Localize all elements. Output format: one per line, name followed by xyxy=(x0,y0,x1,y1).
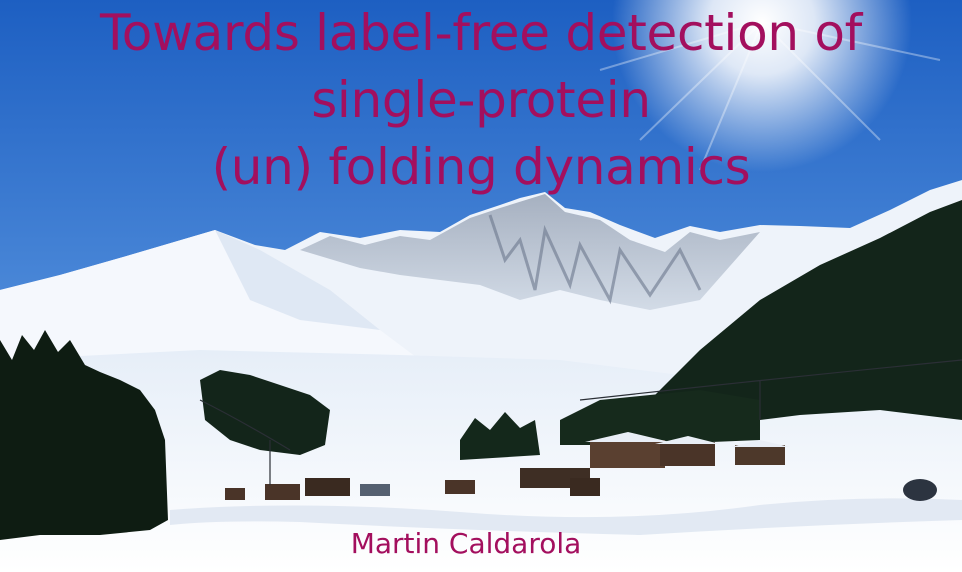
left-forest xyxy=(0,330,168,540)
right-forest xyxy=(650,200,962,430)
sun-glare xyxy=(612,0,912,172)
chalets xyxy=(225,432,790,500)
piste-shadow xyxy=(170,498,962,535)
sun-rays xyxy=(599,21,941,171)
slide-title: Towards label-free detection of single-p… xyxy=(0,0,962,201)
center-forest xyxy=(200,370,330,455)
slope-shadow xyxy=(215,230,380,330)
rock-streaks xyxy=(488,214,702,305)
rocky-peaks xyxy=(300,194,760,310)
boulder xyxy=(903,479,937,501)
author-name: Martin Caldarola xyxy=(350,527,582,560)
title-line-3: (un) folding dynamics xyxy=(211,138,751,196)
left-snow-slope xyxy=(0,230,420,380)
title-line-1: Towards label-free detection of xyxy=(100,4,862,62)
center-trees xyxy=(460,412,540,460)
ski-lift-cables xyxy=(199,359,962,485)
title-line-2: single-protein xyxy=(311,71,651,129)
right-forest-lower xyxy=(560,390,760,445)
